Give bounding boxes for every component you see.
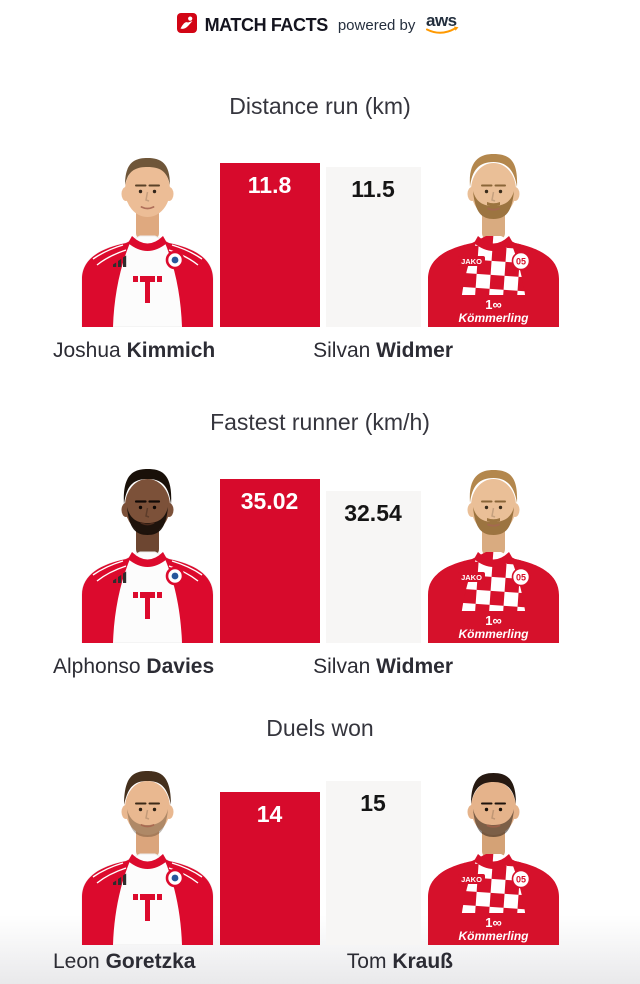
player-photo-kimmich — [75, 149, 220, 327]
brand-wordmark: MATCH FACTS — [204, 14, 329, 35]
player-names-row: Alphonso Davies Silvan Widmer — [53, 654, 453, 679]
stat-section-fastest-runner: Fastest runner (km/h) — [0, 409, 640, 679]
player-names-row: Leon Goretzka Tom Krauß — [53, 949, 453, 974]
stat-section-duels-won: Duels won — [0, 715, 640, 974]
player-name-left: Leon Goretzka — [53, 950, 196, 973]
stat-bar-home: 14 — [219, 792, 320, 945]
bundesliga-logo-icon — [176, 12, 197, 38]
stat-value-home: 11.8 — [247, 172, 292, 198]
player-name-right: Silvan Widmer — [313, 339, 453, 362]
svg-text:JAKO: JAKO — [461, 573, 482, 582]
svg-text:JAKO: JAKO — [461, 257, 482, 266]
svg-text:05: 05 — [515, 257, 525, 267]
stat-title: Fastest runner (km/h) — [210, 409, 430, 435]
stat-bar-away: 11.5 — [325, 167, 421, 327]
stat-bar-home: 11.8 — [219, 163, 320, 327]
header: MATCH FACTS powered by aws — [0, 0, 640, 37]
stat-title: Distance run (km) — [229, 93, 411, 119]
player-name-right: Tom Krauß — [346, 950, 453, 973]
player-names-row: Joshua Kimmich Silvan Widmer — [53, 338, 453, 363]
stat-value-away: 32.54 — [344, 500, 402, 526]
stat-title: Duels won — [266, 715, 374, 741]
svg-text:Kömmerling: Kömmerling — [458, 311, 529, 325]
comparison-row: 14 15 — [0, 763, 640, 945]
player-photo-davies — [75, 465, 220, 643]
svg-text:Kömmerling: Kömmerling — [458, 929, 529, 943]
powered-by-label: powered by — [337, 16, 416, 34]
aws-logo-icon: aws — [423, 10, 463, 41]
svg-text:aws: aws — [426, 11, 457, 30]
stat-value-home: 35.02 — [240, 488, 299, 514]
player-photo-widmer: JAKO 05 1∞ Kömmerling — [421, 465, 566, 643]
player-photo-widmer: JAKO 05 1∞ Kömmerling — [421, 149, 566, 327]
player-photo-krauss: JAKO 05 1∞ Kömmerling — [421, 767, 566, 945]
svg-text:05: 05 — [515, 573, 525, 583]
player-name-left: Alphonso Davies — [53, 655, 215, 678]
svg-text:Kömmerling: Kömmerling — [458, 627, 529, 641]
comparison-row: 35.02 32.54 — [0, 461, 640, 643]
stat-bar-home: 35.02 — [219, 479, 320, 643]
stat-bar-away: 15 — [325, 781, 421, 945]
stat-section-distance-run: Distance run (km) — [0, 93, 640, 363]
player-photo-goretzka — [75, 767, 220, 945]
stat-value-home: 14 — [256, 801, 283, 827]
svg-text:JAKO: JAKO — [461, 875, 482, 884]
svg-text:1∞: 1∞ — [485, 915, 502, 930]
svg-text:05: 05 — [515, 875, 525, 885]
svg-text:1∞: 1∞ — [485, 613, 502, 628]
svg-text:1∞: 1∞ — [485, 297, 502, 312]
player-name-left: Joshua Kimmich — [53, 339, 216, 362]
stat-bar-away: 32.54 — [325, 491, 421, 643]
player-name-right: Silvan Widmer — [313, 655, 453, 678]
stat-value-away: 11.5 — [351, 176, 395, 202]
comparison-row: 11.8 11.5 — [0, 145, 640, 327]
stat-value-away: 15 — [360, 790, 386, 816]
